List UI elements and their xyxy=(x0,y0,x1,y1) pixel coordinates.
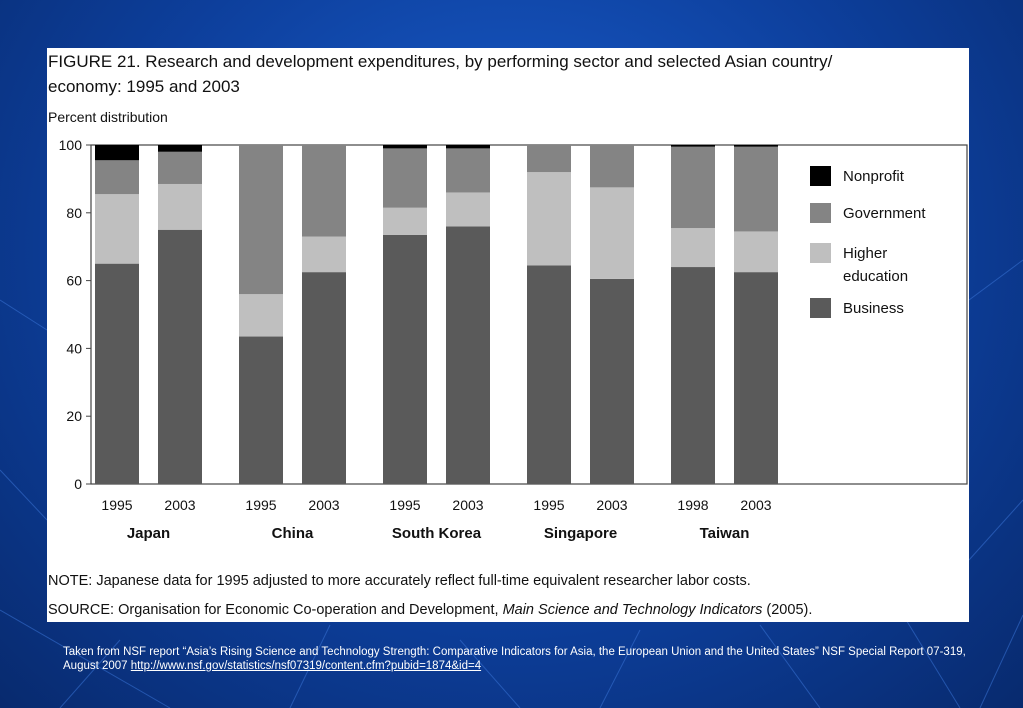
bar-segment-government xyxy=(527,145,571,173)
bar-segment-government xyxy=(671,146,715,229)
legend-swatch xyxy=(810,203,831,223)
bar-segment-higher-education xyxy=(158,183,202,230)
x-year-label: 2003 xyxy=(596,497,627,513)
bar-segment-business xyxy=(671,267,715,484)
y-tick-label: 80 xyxy=(66,205,82,221)
decor-line xyxy=(968,499,1023,561)
decor-line xyxy=(899,609,961,708)
legend-swatch xyxy=(810,166,831,186)
bar-segment-higher-education xyxy=(446,192,490,227)
bar-segment-government xyxy=(302,145,346,237)
plot-area: 0 20 40 60 80 100 1995 2003 Japan 1995 2003 China 19… xyxy=(59,137,968,542)
x-group-label: China xyxy=(272,525,314,542)
bar-segment-higher-education xyxy=(671,228,715,268)
decor-line xyxy=(759,624,821,708)
bar-segment-business xyxy=(383,234,427,484)
decor-line xyxy=(459,639,521,708)
x-year-label: 2003 xyxy=(308,497,339,513)
bar-segment-government xyxy=(239,145,283,295)
stacked-bar-chart: FIGURE 21. Research and development expe… xyxy=(48,52,968,618)
legend-label: Business xyxy=(843,300,904,317)
figure-title-line-1: FIGURE 21. Research and development expe… xyxy=(48,52,833,71)
figure-note: NOTE: Japanese data for 1995 adjusted to… xyxy=(48,573,751,589)
x-year-label: 2003 xyxy=(740,497,771,513)
bar-segment-nonprofit xyxy=(734,145,778,147)
source-title: Main Science and Technology Indicators xyxy=(503,602,763,618)
bar-segment-business xyxy=(158,229,202,484)
legend-label: education xyxy=(843,268,908,285)
bar-segment-nonprofit xyxy=(95,145,139,161)
bar-segment-higher-education xyxy=(734,231,778,273)
bar-segment-business xyxy=(95,263,139,484)
bar-segment-business xyxy=(302,272,346,484)
bar-segment-higher-education xyxy=(239,294,283,337)
x-year-label: 2003 xyxy=(164,497,195,513)
bar-segment-higher-education xyxy=(95,194,139,264)
figure-panel: FIGURE 21. Research and development expe… xyxy=(47,48,969,622)
y-tick-label: 100 xyxy=(59,137,83,153)
x-group-label: Singapore xyxy=(544,525,617,542)
legend-label: Higher xyxy=(843,245,887,262)
y-tick-label: 20 xyxy=(66,408,82,424)
bar-segment-nonprofit xyxy=(158,145,202,152)
decor-line xyxy=(979,614,1023,708)
decor-line xyxy=(0,299,48,331)
x-group-label: Taiwan xyxy=(700,525,750,542)
figure-title-line-2: economy: 1995 and 2003 xyxy=(48,77,240,96)
bar-segment-government xyxy=(383,148,427,208)
bar-segment-government xyxy=(95,160,139,195)
bar-segment-government xyxy=(590,145,634,188)
source-suffix: (2005). xyxy=(762,602,812,618)
x-year-label: 1995 xyxy=(389,497,420,513)
x-year-label: 2003 xyxy=(452,497,483,513)
bar-segment-business xyxy=(239,336,283,484)
bar-segment-business xyxy=(446,226,490,485)
x-year-label: 1995 xyxy=(101,497,132,513)
bar-segment-nonprofit xyxy=(383,145,427,149)
decor-line xyxy=(289,624,331,708)
legend-swatch xyxy=(810,243,831,263)
bar-segment-nonprofit xyxy=(671,145,715,147)
decor-line xyxy=(599,629,641,708)
bar-segment-government xyxy=(446,148,490,193)
caption-text: Taken from NSF report “Asia’s Rising Sci… xyxy=(63,646,966,672)
figure-source: SOURCE: Organisation for Economic Co-ope… xyxy=(48,602,812,618)
x-group-label: Japan xyxy=(127,525,170,542)
y-tick-label: 0 xyxy=(74,476,82,492)
decor-line xyxy=(968,259,1023,301)
legend-swatch xyxy=(810,298,831,318)
bar-segment-higher-education xyxy=(383,207,427,235)
bar-segment-higher-education xyxy=(590,187,634,279)
y-tick-label: 40 xyxy=(66,340,82,356)
x-year-label: 1998 xyxy=(677,497,708,513)
report-link[interactable]: http://www.nsf.gov/statistics/nsf07319/c… xyxy=(130,660,482,672)
bar-segment-government xyxy=(734,146,778,232)
y-tick-label: 60 xyxy=(66,273,82,289)
y-axis-label: Percent distribution xyxy=(48,109,168,125)
decor-line xyxy=(0,609,171,708)
source-prefix: SOURCE: Organisation for Economic Co-ope… xyxy=(48,602,503,618)
x-year-label: 1995 xyxy=(533,497,564,513)
slide-caption: Taken from NSF report “Asia’s Rising Sci… xyxy=(63,645,968,673)
bar-segment-business xyxy=(590,278,634,484)
x-group-label: South Korea xyxy=(392,525,482,542)
bar-segment-business xyxy=(527,265,571,484)
decor-line xyxy=(59,639,121,708)
decor-line xyxy=(0,469,48,521)
x-year-label: 1995 xyxy=(245,497,276,513)
bar-segment-nonprofit xyxy=(446,145,490,149)
legend-label: Government xyxy=(843,205,926,222)
bar-segment-business xyxy=(734,272,778,484)
legend-label: Nonprofit xyxy=(843,168,905,185)
bar-segment-higher-education xyxy=(527,172,571,266)
bar-segment-government xyxy=(158,151,202,184)
bar-segment-higher-education xyxy=(302,236,346,273)
